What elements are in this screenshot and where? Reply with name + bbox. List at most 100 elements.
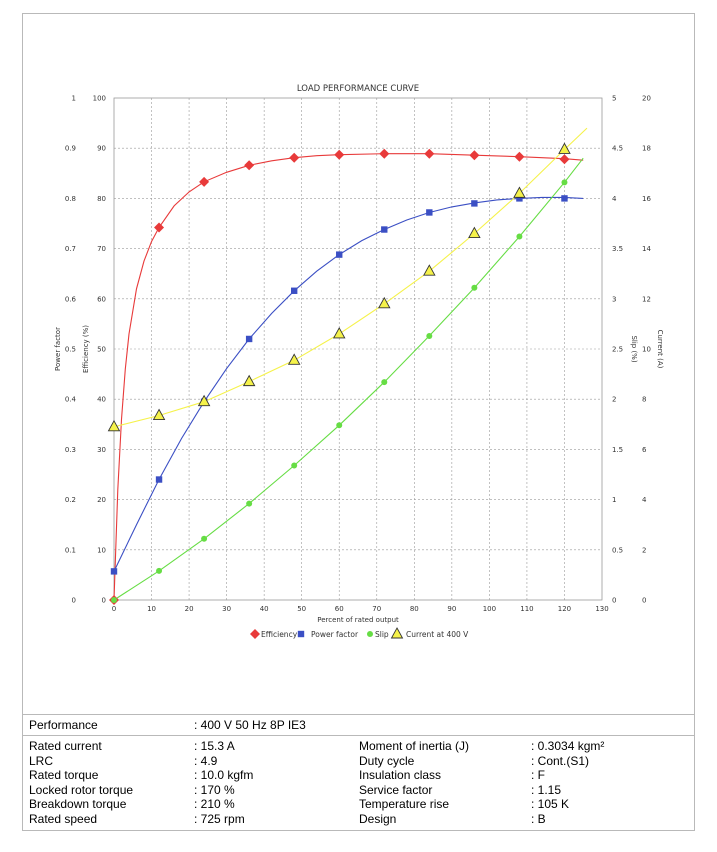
spec-label: Moment of inertia (J) [359, 739, 470, 753]
spec-value: : 1.15 [531, 782, 562, 797]
spec-row: Rated current : 15.3 A Moment of inertia… [23, 736, 695, 754]
power-factor-legend-label: Power factor [311, 630, 359, 639]
x-tick-label: 30 [222, 605, 231, 613]
spec-value: : 170 % [194, 782, 235, 797]
grid [114, 98, 602, 600]
cur-tick-label: 4 [642, 496, 647, 504]
slip-point [471, 284, 478, 291]
chart-title: LOAD PERFORMANCE CURVE [297, 84, 419, 94]
eff-tick-label: 80 [97, 195, 106, 203]
pf-axis-title: Power factor [54, 327, 62, 371]
x-tick-label: 70 [372, 605, 381, 613]
cur-tick-label: 6 [642, 446, 647, 454]
current-at-400-v-point [197, 394, 211, 407]
eff-tick-label: 60 [97, 295, 106, 303]
current-at-400-v-points [107, 142, 571, 432]
slip-legend-label: Slip [375, 630, 389, 639]
power-factor-point [471, 200, 478, 207]
cur-tick-label: 16 [642, 195, 651, 203]
slip-point [381, 379, 388, 386]
spec-label: Rated current [29, 739, 102, 753]
spec-value: : B [531, 811, 546, 826]
power-factor-point [426, 209, 433, 216]
cur-tick-label: 20 [642, 95, 651, 103]
slip-line [113, 157, 584, 601]
slip-tick-label: 5 [612, 95, 616, 103]
slip-points [111, 179, 568, 603]
current-at-400-v-point [378, 296, 391, 309]
spec-value: : 15.3 A [194, 739, 235, 753]
x-axis-label: Percent of rated output [317, 616, 399, 624]
power-factor-point [561, 195, 568, 202]
spec-value: : 105 K [531, 797, 570, 812]
series-layer [107, 127, 588, 605]
cur-tick-label: 18 [642, 145, 651, 153]
eff-tick-label: 30 [97, 446, 106, 454]
report-frame [22, 13, 695, 831]
spec-value: : 210 % [194, 797, 235, 812]
spec-value: : 10.0 kgfm [194, 768, 254, 783]
axes: 0 0.1 0.2 0.3 0.4 0.5 0.6 0.7 0.8 0.9 1 Power facto… [54, 95, 664, 614]
spec-value: : 0.3034 kgm² [531, 739, 605, 753]
spec-label: Service factor [359, 782, 433, 797]
cur-tick-label: 10 [642, 346, 651, 354]
eff-tick-label: 0 [102, 597, 106, 605]
spec-value: : 725 rpm [194, 811, 245, 826]
pf-tick-label: 0.6 [65, 295, 77, 303]
motor-spec-table: Performance : 400 V 50 Hz 8P IE3 Rated c… [23, 714, 695, 827]
efficiency-point [559, 154, 570, 165]
spec-label: Locked rotor torque [29, 782, 134, 797]
slip-tick-label: 0 [612, 597, 616, 605]
slip-point [111, 597, 117, 603]
load-performance-chart: LOAD PERFORMANCE CURVE 00.10.20.30.40.50… [54, 84, 664, 639]
current-at-400-v-point [107, 419, 121, 432]
pf-tick-label: 0.2 [65, 496, 76, 504]
current-at-400-v-point [332, 327, 346, 339]
current-at-400-v-point [513, 186, 526, 198]
spec-row: Rated torque : 10.0 kgfm Insulation clas… [23, 768, 695, 783]
slip-point [516, 233, 523, 240]
performance-label: Performance [23, 714, 188, 736]
power-factor-legend-marker [297, 630, 305, 638]
pf-tick-label: 0.5 [65, 346, 76, 354]
pf-tick-label: 0.4 [65, 396, 77, 404]
power-factor-point [516, 195, 523, 202]
current-at-400-v-series [113, 127, 588, 428]
power-factor-point [155, 476, 163, 483]
x-tick-label: 0 [112, 605, 116, 613]
slip-tick-label: 0.5 [612, 546, 623, 554]
slip-point [201, 535, 208, 542]
cur-tick-label: 14 [642, 245, 651, 253]
current-at-400-v-legend-marker [390, 627, 404, 639]
spec-row: Rated speed : 725 rpm Design : B [23, 812, 695, 827]
eff-tick-label: 90 [97, 145, 106, 153]
spec-value: : Cont.(S1) [531, 753, 590, 768]
efficiency-point [514, 151, 525, 162]
current-at-400-v-point [287, 353, 301, 365]
spec-label: Temperature rise [359, 797, 450, 812]
spec-label: Rated torque [29, 768, 99, 783]
cur-tick-label: 8 [642, 396, 646, 404]
efficiency-points [109, 148, 570, 605]
x-tick-label: 120 [558, 605, 571, 613]
power-factor-points [110, 195, 568, 575]
slip-tick-label: 1 [612, 496, 616, 504]
slip-tick-label: 4.5 [612, 145, 623, 153]
power-factor-point [245, 335, 253, 343]
plot-area-border [113, 97, 603, 601]
efficiency-line [113, 153, 584, 601]
performance-value: : 400 V 50 Hz 8P IE3 [188, 714, 695, 736]
slip-point [156, 567, 163, 574]
pf-tick-label: 1 [72, 95, 76, 103]
x-tick-label: 80 [410, 605, 419, 613]
spec-value: : 4.9 [194, 753, 218, 768]
eff-tick-label: 100 [93, 95, 106, 103]
cur-tick-label: 12 [642, 295, 651, 303]
slip-point [246, 500, 253, 507]
slip-point [426, 332, 433, 339]
efficiency-legend-marker [250, 629, 260, 639]
legend: Efficiency Power factor Slip Current at 400… [250, 627, 469, 639]
efficiency-point [199, 176, 210, 187]
efficiency-series [113, 153, 584, 601]
pf-tick-label: 0.7 [65, 245, 76, 253]
